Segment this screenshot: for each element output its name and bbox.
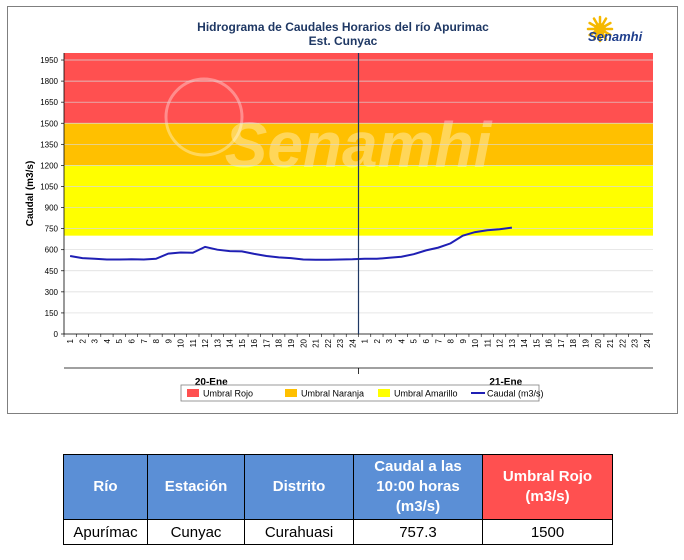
x-tick-label: 20 (594, 338, 603, 347)
x-tick-label: 24 (348, 338, 357, 347)
x-tick-label: 2 (78, 338, 87, 343)
header-rio: Río (64, 455, 148, 520)
x-tick-label: 11 (189, 338, 198, 347)
legend-label-2: Umbral Amarillo (394, 389, 458, 399)
sun-ray-icon (603, 19, 606, 24)
x-tick-label: 19 (582, 338, 591, 347)
x-tick-label: 22 (324, 338, 333, 347)
cell-umbral-rojo: 1500 (483, 520, 613, 545)
station-table: Río Estación Distrito Caudal a las 10:00… (63, 454, 613, 545)
y-tick-label: 900 (45, 204, 59, 213)
chart-subtitle: Est. Cunyac (309, 34, 378, 48)
cell-rio: Apurímac (64, 520, 148, 545)
x-tick-label: 6 (422, 338, 431, 343)
x-tick-label: 10 (177, 338, 186, 347)
x-tick-label: 8 (447, 338, 456, 343)
header-distrito: Distrito (245, 455, 354, 520)
x-tick-label: 17 (557, 338, 566, 347)
y-tick-label: 150 (45, 309, 59, 318)
y-tick-label: 1650 (40, 98, 58, 107)
x-tick-label: 6 (127, 338, 136, 343)
table-row: Apurímac Cunyac Curahuasi 757.3 1500 (64, 520, 613, 545)
chart-frame: Senamhi 0 150 300 450 600 750 900 1050 1200 1350 1… (7, 6, 678, 414)
x-tick-label: 15 (532, 338, 541, 347)
y-tick-label: 300 (45, 288, 59, 297)
x-tick-label: 12 (201, 338, 210, 347)
x-tick-label: 14 (520, 338, 529, 347)
x-tick-label: 22 (618, 338, 627, 347)
x-tick-label: 18 (275, 338, 284, 347)
header-estacion: Estación (148, 455, 245, 520)
x-tick-label: 9 (164, 338, 173, 343)
cell-estacion: Cunyac (148, 520, 245, 545)
x-tick-label: 1 (361, 338, 370, 343)
legend-swatch-0 (187, 389, 199, 397)
cell-caudal: 757.3 (354, 520, 483, 545)
x-tick-label: 4 (397, 338, 406, 343)
cell-distrito: Curahuasi (245, 520, 354, 545)
x-tick-label: 2 (373, 338, 382, 343)
header-umbral-rojo: Umbral Rojo (m3/s) (483, 455, 613, 520)
y-tick-label: 750 (45, 225, 59, 234)
y-tick-label: 0 (54, 330, 59, 339)
y-tick-label: 1050 (40, 182, 58, 191)
logo-text: Senamhi (588, 29, 643, 44)
x-tick-label: 23 (336, 338, 345, 347)
sun-ray-icon (594, 19, 597, 24)
x-tick-label: 13 (508, 338, 517, 347)
y-tick-label: 1800 (40, 77, 58, 86)
y-tick-label: 1950 (40, 56, 58, 65)
x-tick-label: 13 (213, 338, 222, 347)
x-tick-label: 1 (66, 338, 75, 343)
sun-ray-icon (590, 23, 595, 26)
y-tick-label: 1350 (40, 140, 58, 149)
x-tick-label: 16 (250, 338, 259, 347)
senamhi-logo: Senamhi (588, 17, 643, 44)
x-tick-label: 7 (434, 338, 443, 343)
y-tick-label: 600 (45, 246, 59, 255)
x-tick-label: 18 (569, 338, 578, 347)
x-tick-label: 24 (643, 338, 652, 347)
x-tick-label: 23 (631, 338, 640, 347)
y-tick-label: 1500 (40, 119, 58, 128)
sun-ray-icon (605, 23, 610, 26)
x-tick-label: 3 (385, 338, 394, 343)
y-axis-label: Caudal (m3/s) (25, 161, 36, 227)
header-caudal: Caudal a las 10:00 horas (m3/s) (354, 455, 483, 520)
x-tick-label: 19 (287, 338, 296, 347)
x-tick-label: 10 (471, 338, 480, 347)
x-tick-label: 14 (226, 338, 235, 347)
legend-swatch-2 (378, 389, 390, 397)
x-tick-label: 17 (262, 338, 271, 347)
x-tick-label: 4 (103, 338, 112, 343)
legend-label-1: Umbral Naranja (301, 389, 364, 399)
x-tick-label: 9 (459, 338, 468, 343)
x-tick-label: 11 (483, 338, 492, 347)
x-tick-label: 7 (140, 338, 149, 343)
x-tick-label: 21 (606, 338, 615, 347)
y-tick-label: 1200 (40, 161, 58, 170)
x-tick-label: 3 (91, 338, 100, 343)
x-tick-label: 20 (299, 338, 308, 347)
x-tick-label: 5 (115, 338, 124, 343)
x-tick-label: 16 (545, 338, 554, 347)
x-tick-label: 8 (152, 338, 161, 343)
legend-swatch-1 (285, 389, 297, 397)
hydrograph-chart: Senamhi 0 150 300 450 600 750 900 1050 1200 1350 1… (8, 7, 679, 415)
x-tick-label: 12 (496, 338, 505, 347)
legend-label-0: Umbral Rojo (203, 389, 253, 399)
x-tick-label: 15 (238, 338, 247, 347)
x-tick-label: 5 (410, 338, 419, 343)
legend-label-3: Caudal (m3/s) (487, 389, 544, 399)
chart-title: Hidrograma de Caudales Horarios del río … (197, 20, 489, 34)
x-tick-label: 21 (312, 338, 321, 347)
y-tick-label: 450 (45, 267, 59, 276)
